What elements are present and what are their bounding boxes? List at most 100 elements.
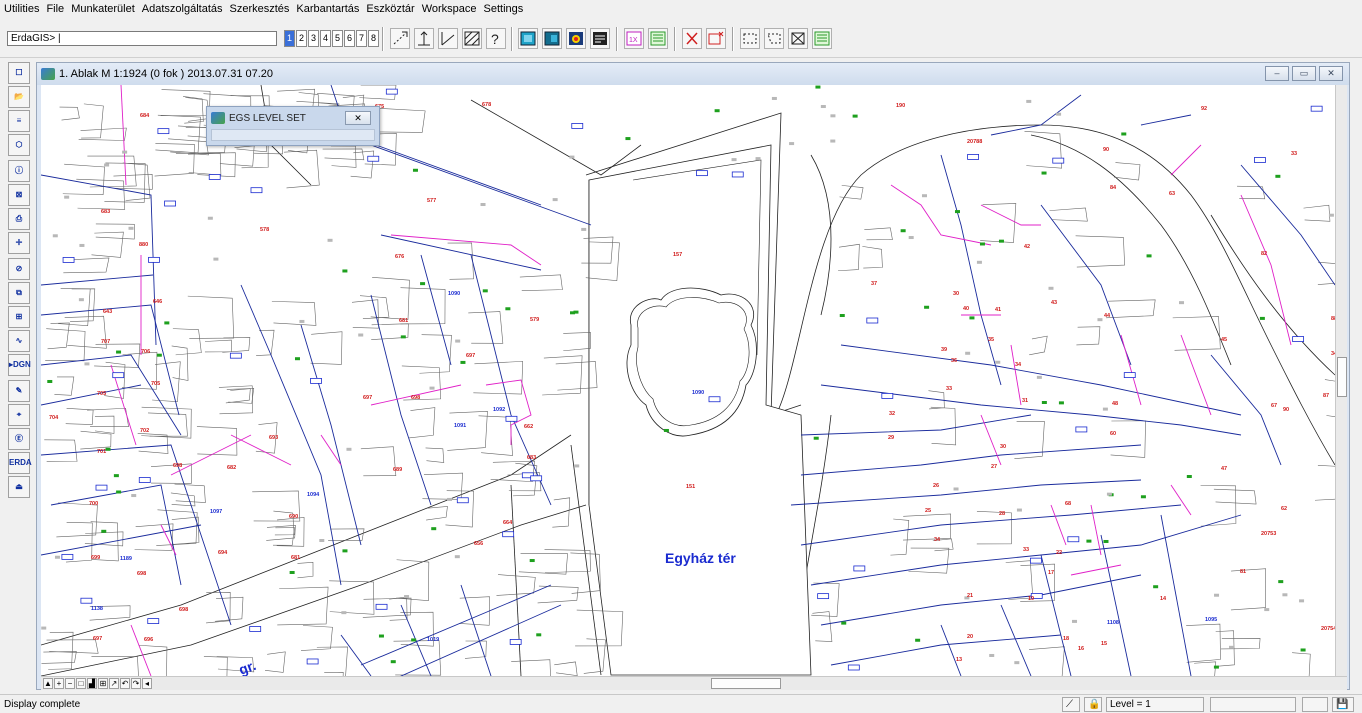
menu-adatszolg-ltat-s[interactable]: Adatszolgáltatás: [141, 3, 223, 15]
select-cross-icon[interactable]: [788, 28, 808, 49]
erda-icon[interactable]: ERDA: [8, 452, 32, 474]
snap-icon[interactable]: ✛: [8, 232, 30, 254]
delete-window-icon[interactable]: [706, 28, 726, 49]
parcel-number: 36: [951, 358, 957, 364]
level-indicator: Level = 1: [1106, 697, 1204, 712]
parcel-number: 20788: [967, 139, 982, 145]
perpendicular-icon[interactable]: [414, 28, 434, 49]
map-canvas[interactable]: 684 683 880 646 643 707 706 705 705 704 702 701 698 7…: [41, 85, 1335, 676]
map-window: 1. Ablak M 1:1924 (0 fok ) 2013.07.31 07…: [36, 62, 1350, 690]
hatch-icon[interactable]: [462, 28, 482, 49]
edit-doc-icon[interactable]: ✎: [8, 380, 30, 402]
view-button-7[interactable]: 7: [356, 30, 367, 47]
menu-eszk-zt-r[interactable]: Eszköztár: [366, 3, 415, 15]
zoom-query-icon[interactable]: ⊠: [8, 184, 30, 206]
lock-icon[interactable]: 🔒: [1084, 697, 1102, 712]
open-folder-icon[interactable]: 📂: [8, 86, 30, 108]
select-icon[interactable]: ☐: [8, 62, 30, 84]
parcel-number: 682: [227, 465, 236, 471]
menu-workspace[interactable]: Workspace: [421, 3, 477, 15]
view-button-3[interactable]: 3: [308, 30, 319, 47]
no-entry-icon[interactable]: ⊘: [8, 258, 30, 280]
svg-text:1X: 1X: [629, 37, 638, 44]
polyline-icon[interactable]: ∿: [8, 330, 30, 352]
view-button-5[interactable]: 5: [332, 30, 343, 47]
map-window-titlebar[interactable]: 1. Ablak M 1:1924 (0 fok ) 2013.07.31 07…: [37, 63, 1349, 85]
menu-file[interactable]: File: [46, 3, 65, 15]
view-button-2[interactable]: 2: [296, 30, 307, 47]
rotate-icon[interactable]: ↗: [109, 678, 119, 689]
angle-icon[interactable]: [438, 28, 458, 49]
vertical-scrollbar-thumb[interactable]: [1337, 357, 1347, 397]
street-label: Egyház tér: [665, 550, 736, 566]
delete-cross-icon[interactable]: [682, 28, 702, 49]
select-rect-icon[interactable]: [740, 28, 760, 49]
tree-icon[interactable]: ⌖: [8, 404, 30, 426]
pan-icon[interactable]: ▲: [43, 678, 53, 689]
horizontal-scrollbar[interactable]: ▲ + − □ ▟ ⊞ ↗ ↶ ↷ ◂: [41, 676, 1347, 690]
parcel-number: 17: [1048, 570, 1054, 576]
parcel-number: 683: [101, 209, 110, 215]
undo-icon[interactable]: ↶: [120, 678, 130, 689]
add-point-icon[interactable]: [390, 28, 410, 49]
zoom-in-icon[interactable]: +: [54, 678, 64, 689]
menu-settings[interactable]: Settings: [483, 3, 524, 15]
move-icon[interactable]: ⊞: [98, 678, 108, 689]
scroll-left-icon[interactable]: ◂: [142, 678, 152, 689]
layers-icon[interactable]: ≡: [8, 110, 30, 132]
parcel-number: 32: [889, 411, 895, 417]
restore-button[interactable]: ▭: [1292, 66, 1316, 81]
menu-karbantart-s[interactable]: Karbantartás: [296, 3, 360, 15]
line-style-icon[interactable]: ⟋: [1062, 697, 1080, 712]
list-green-icon[interactable]: [648, 28, 668, 49]
parcel-number: 707: [101, 339, 110, 345]
list-select-icon[interactable]: [812, 28, 832, 49]
parcel-number: 16: [1078, 646, 1084, 652]
zoom-out-icon[interactable]: −: [65, 678, 75, 689]
print-icon[interactable]: ⎙: [8, 208, 30, 230]
cadastral-map[interactable]: 684 683 880 646 643 707 706 705 705 704 702 701 698 7…: [41, 85, 1335, 676]
properties-icon[interactable]: [590, 28, 610, 49]
fit-icon[interactable]: □: [76, 678, 86, 689]
dialog-close-button[interactable]: ✕: [345, 111, 371, 125]
dialog-titlebar[interactable]: EGS LEVEL SET: [207, 107, 379, 129]
parcel-number: 578: [260, 227, 269, 233]
info-icon[interactable]: ⓘ: [8, 160, 30, 182]
scale-1x-icon[interactable]: 1X: [624, 28, 644, 49]
parcel-number: 33: [946, 386, 952, 392]
select-poly-icon[interactable]: [764, 28, 784, 49]
redo-icon[interactable]: ↷: [131, 678, 141, 689]
view-button-4[interactable]: 4: [320, 30, 331, 47]
close-button[interactable]: ✕: [1319, 66, 1343, 81]
parcel-number: 577: [427, 198, 436, 204]
grid-icon[interactable]: ⊞: [8, 306, 30, 328]
layer-cyan-icon[interactable]: [518, 28, 538, 49]
chart-icon[interactable]: ▟: [87, 678, 97, 689]
vertical-scrollbar[interactable]: [1335, 85, 1347, 676]
color-picker-icon[interactable]: [566, 28, 586, 49]
view-button-8[interactable]: 8: [368, 30, 379, 47]
tree-e-icon[interactable]: Ⓔ: [8, 428, 30, 450]
parcel-number: 700: [89, 501, 98, 507]
dgn-icon[interactable]: ▸DGN: [8, 354, 31, 376]
minimize-button[interactable]: ‒: [1265, 66, 1289, 81]
egs-level-set-dialog: EGS LEVEL SET ✕: [206, 106, 380, 146]
view-button-6[interactable]: 6: [344, 30, 355, 47]
help-icon[interactable]: ?: [486, 28, 506, 49]
save-icon[interactable]: 💾: [1332, 697, 1354, 712]
status-field: [1210, 697, 1296, 712]
layer-stack-icon[interactable]: [542, 28, 562, 49]
building-number: 1019: [427, 637, 439, 643]
exit-icon[interactable]: ⏏: [8, 476, 30, 498]
horizontal-scrollbar-thumb[interactable]: [711, 678, 781, 689]
menu-szerkeszt-s[interactable]: Szerkesztés: [229, 3, 290, 15]
view-button-1[interactable]: 1: [284, 30, 295, 47]
command-input[interactable]: ErdaGIS> |: [7, 31, 277, 46]
parcel-number: 25: [925, 508, 931, 514]
window-zoom-icon[interactable]: ⧉: [8, 282, 30, 304]
parcel-number: 697: [93, 636, 102, 642]
menu-utilities[interactable]: Utilities: [4, 3, 40, 15]
cube-icon[interactable]: ⬡: [8, 134, 30, 156]
menu-munkater-let[interactable]: Munkaterület: [71, 3, 135, 15]
